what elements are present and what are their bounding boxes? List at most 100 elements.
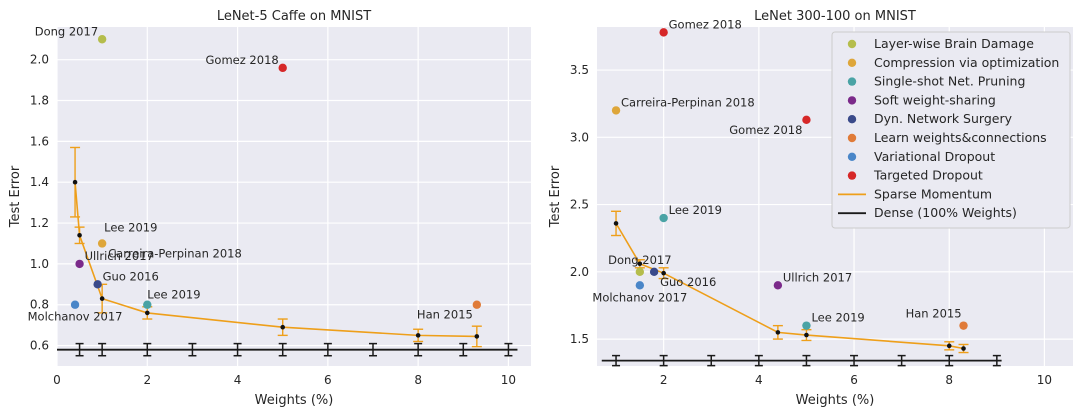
point-label: Gomez 2018 <box>729 123 802 137</box>
legend-label: Dense (100% Weights) <box>874 205 1017 220</box>
sparse-momentum-point <box>775 330 781 335</box>
y-tick-label: 1.2 <box>30 216 49 230</box>
x-tick-label: 8 <box>414 373 422 387</box>
legend-box <box>831 31 1071 229</box>
legend-swatch-dot <box>847 152 857 161</box>
method-point <box>773 281 783 290</box>
method-point <box>635 281 645 290</box>
sparse-momentum-point <box>637 261 643 267</box>
left-chart-panel: 0 2 4 6 8 10 0.6 0.8 1.0 1.2 1.4 1.6 1.8 2.0 LeNet-5 C… <box>8 9 531 408</box>
y-tick-label: 0.8 <box>30 298 49 312</box>
point-label: Lee 2019 <box>147 288 200 302</box>
x-axis-label: Weights (%) <box>796 393 875 408</box>
y-tick-label: 3.0 <box>570 130 589 144</box>
sparse-momentum-point <box>804 332 809 338</box>
method-point <box>93 280 102 289</box>
x-tick-label: 8 <box>945 373 953 387</box>
point-label: Carreira-Perpinan 2018 <box>621 95 755 109</box>
legend-label: Layer-wise Brain Damage <box>874 36 1034 51</box>
point-label: Dong 2017 <box>35 24 98 38</box>
sparse-momentum-point <box>77 233 82 238</box>
y-tick-label: 0.6 <box>30 339 49 353</box>
y-tick-label: 2.0 <box>570 265 589 279</box>
legend-swatch-dot <box>847 115 857 124</box>
method-point <box>97 239 107 248</box>
legend-label: Variational Dropout <box>874 149 995 164</box>
method-point <box>802 115 811 125</box>
method-point <box>472 300 482 309</box>
point-label: Ullrich 2017 <box>85 249 154 263</box>
method-point <box>143 300 152 309</box>
point-label: Han 2015 <box>906 307 962 321</box>
sparse-momentum-point <box>474 334 480 339</box>
y-axis-label: Test Error <box>548 165 563 228</box>
method-point <box>649 267 659 277</box>
point-label: Lee 2019 <box>104 220 157 234</box>
point-label: Dong 2017 <box>608 253 671 267</box>
method-point <box>635 267 645 277</box>
sparse-momentum-point <box>99 296 105 301</box>
y-tick-label: 1.0 <box>30 257 49 271</box>
method-point <box>659 28 668 37</box>
x-tick-label: 2 <box>660 373 668 387</box>
legend-swatch-dot <box>847 133 857 143</box>
x-tick-label: 2 <box>143 373 151 387</box>
point-label: Molchanov 2017 <box>592 290 687 304</box>
sparse-momentum-point <box>946 343 952 349</box>
x-tick-label: 4 <box>234 373 242 387</box>
sparse-momentum-point <box>961 346 966 351</box>
y-tick-label: 1.4 <box>30 175 49 189</box>
legend-swatch-dot <box>847 171 857 180</box>
method-point <box>97 35 107 44</box>
x-tick-label: 10 <box>501 373 516 387</box>
point-label: Carreira-Perpinan 2018 <box>108 246 242 260</box>
legend-swatch-dot <box>847 96 857 105</box>
point-label: Guo 2016 <box>103 269 159 283</box>
y-tick-label: 2.0 <box>30 53 49 67</box>
x-tick-label: 0 <box>53 373 61 387</box>
legend-swatch-dot <box>847 58 857 67</box>
y-tick-label: 1.8 <box>30 94 49 108</box>
sparse-momentum-point <box>280 324 286 330</box>
point-label: Molchanov 2017 <box>28 310 123 324</box>
sparse-momentum-point <box>613 221 619 226</box>
legend-label: Dyn. Network Surgery <box>874 111 1013 126</box>
point-label: Lee 2019 <box>811 311 864 325</box>
method-point <box>611 106 621 115</box>
legend-label: Learn weights&connections <box>874 130 1047 145</box>
legend-swatch-dot <box>847 77 857 86</box>
sparse-momentum-point <box>144 310 150 316</box>
point-label: Han 2015 <box>417 308 473 322</box>
y-axis-label: Test Error <box>8 165 23 228</box>
point-label: Lee 2019 <box>669 203 722 217</box>
x-axis-label: Weights (%) <box>255 393 334 408</box>
chart-title: LeNet 300-100 on MNIST <box>754 9 916 24</box>
x-tick-label: 6 <box>324 373 332 387</box>
method-point <box>70 300 80 309</box>
method-point <box>802 321 811 330</box>
point-label: Gomez 2018 <box>206 53 279 67</box>
x-tick-label: 4 <box>755 373 763 387</box>
sparse-momentum-point <box>72 179 78 185</box>
legend-label: Compression via optimization <box>874 55 1059 70</box>
legend-swatch-dot <box>847 39 857 49</box>
point-label: Guo 2016 <box>660 275 716 289</box>
x-tick-label: 10 <box>1037 373 1052 387</box>
sparse-momentum-point <box>661 270 666 276</box>
y-tick-label: 2.5 <box>570 198 589 212</box>
y-tick-label: 1.6 <box>30 134 49 148</box>
legend-label: Sparse Momentum <box>874 186 992 201</box>
legend-label: Single-shot Net. Pruning <box>874 74 1025 89</box>
legend: Layer-wise Brain Damage Compression via o… <box>831 31 1071 229</box>
legend-label: Soft weight-sharing <box>874 92 996 107</box>
point-label: Ullrich 2017 <box>783 270 852 284</box>
x-tick-label: 6 <box>850 373 858 387</box>
sparse-momentum-point <box>415 333 421 338</box>
chart-title: LeNet-5 Caffe on MNIST <box>217 9 371 24</box>
method-point <box>659 213 668 223</box>
point-label: Gomez 2018 <box>669 17 742 31</box>
y-tick-label: 1.5 <box>570 332 589 346</box>
y-tick-label: 3.5 <box>570 63 589 77</box>
method-point <box>75 259 84 269</box>
